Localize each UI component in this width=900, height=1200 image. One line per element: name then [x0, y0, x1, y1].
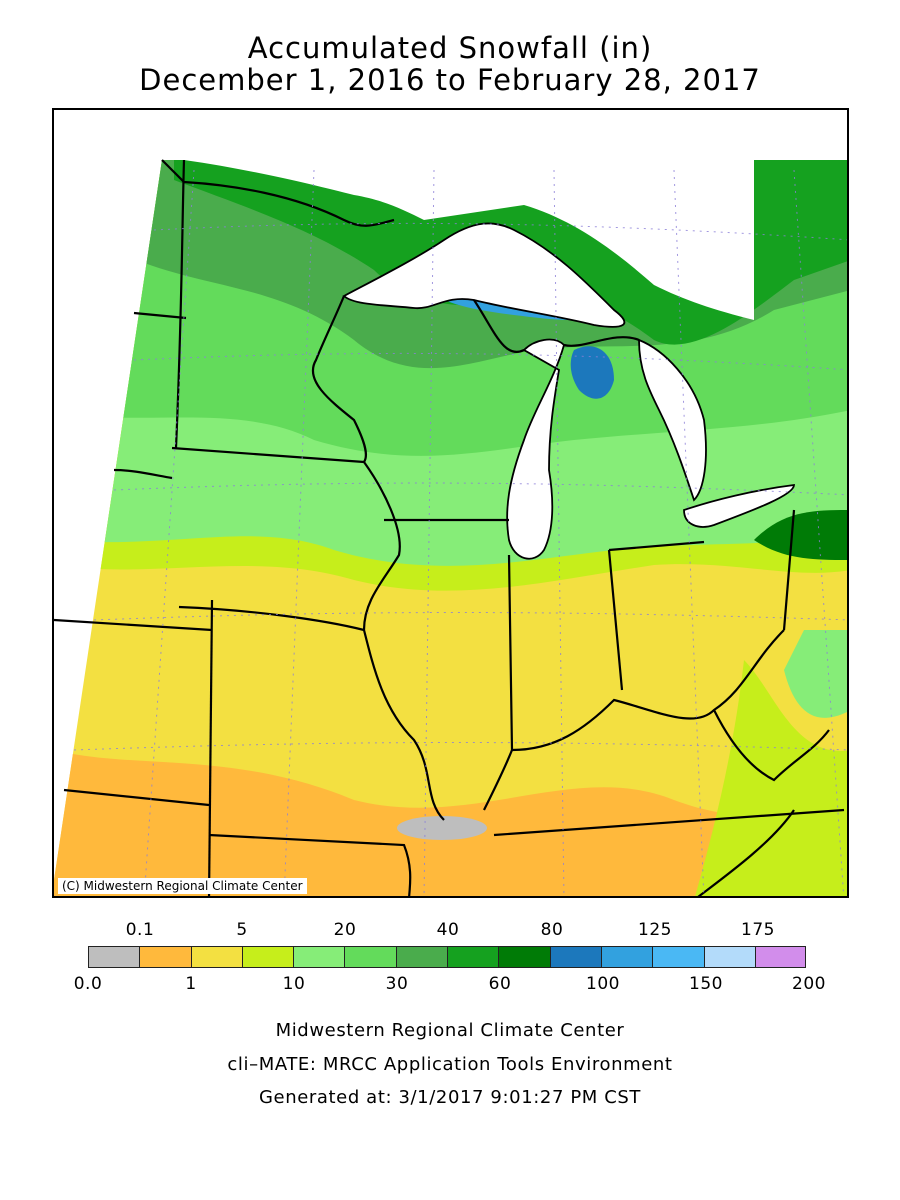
graticule: [73, 169, 847, 896]
map-title: Accumulated Snowfall (in): [247, 31, 653, 65]
legend-bottom-label: 60: [488, 974, 512, 994]
legend-swatch: [139, 946, 191, 968]
legend-top-label: 0.1: [125, 920, 155, 940]
map-copyright: (C) Midwestern Regional Climate Center: [58, 878, 307, 894]
map-canvas: [54, 110, 847, 896]
legend-bottom-label: 200: [792, 974, 826, 994]
legend-swatch: [88, 946, 140, 968]
snowfall-map: (C) Midwestern Regional Climate Center: [52, 108, 849, 898]
legend-color-bar: [88, 946, 807, 968]
legend-bottom-label: 100: [586, 974, 620, 994]
legend-swatch: [703, 946, 755, 968]
great-lakes: [342, 222, 795, 560]
map-date-range: December 1, 2016 to February 28, 2017: [139, 63, 761, 97]
legend-top-label: 80: [540, 920, 564, 940]
footer-tool: cli–MATE: MRCC Application Tools Environ…: [227, 1054, 673, 1075]
legend-swatch: [395, 946, 448, 968]
legend-swatch: [498, 946, 550, 968]
legend-top-label: 125: [638, 920, 672, 940]
legend-bottom-label: 10: [282, 974, 306, 994]
legend-swatch: [344, 946, 396, 968]
legend-top-label: 20: [333, 920, 357, 940]
footer-timestamp: Generated at: 3/1/2017 9:01:27 PM CST: [258, 1087, 642, 1108]
legend-swatch: [447, 946, 499, 968]
color-legend: 0.1 5 20 40 80 125 175 0.0 1 10 30 60 10…: [0, 920, 900, 1000]
legend-swatch: [190, 946, 242, 968]
legend-top-label: 5: [236, 920, 248, 940]
legend-bottom-label: 0.0: [73, 974, 103, 994]
legend-swatch: [754, 946, 807, 968]
legend-bottom-label: 150: [689, 974, 723, 994]
legend-swatch: [293, 946, 345, 968]
legend-top-label: 175: [741, 920, 775, 940]
legend-bottom-label: 30: [385, 974, 409, 994]
legend-swatch: [241, 946, 294, 968]
legend-swatch: [652, 946, 704, 968]
legend-swatch: [549, 946, 601, 968]
legend-swatch: [600, 946, 653, 968]
legend-bottom-label: 1: [185, 974, 197, 994]
state-borders: [54, 159, 845, 896]
footer-organization: Midwestern Regional Climate Center: [275, 1020, 625, 1041]
legend-top-label: 40: [436, 920, 460, 940]
